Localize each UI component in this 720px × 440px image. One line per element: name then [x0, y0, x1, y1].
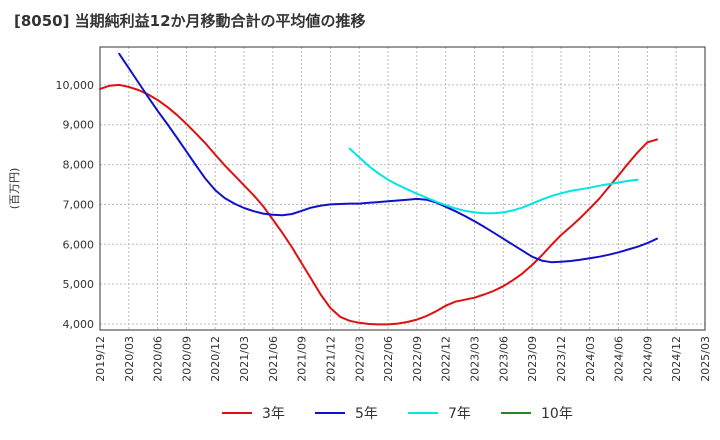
- x-tick-label: 2023/09: [526, 336, 539, 382]
- x-tick-label: 2024/12: [670, 336, 683, 382]
- y-tick-label: 10,000: [56, 79, 95, 92]
- x-tick-label: 2022/06: [382, 336, 395, 382]
- x-tick-label: 2023/03: [469, 336, 482, 382]
- x-tick-label: 2023/06: [497, 336, 510, 382]
- x-tick-label: 2022/03: [353, 336, 366, 382]
- x-tick-label: 2023/12: [555, 336, 568, 382]
- x-tick-label: 2022/09: [411, 336, 424, 382]
- plot-frame: [99, 46, 706, 331]
- x-tick-label: 2020/06: [152, 336, 165, 382]
- x-tick-label: 2024/03: [584, 336, 597, 382]
- x-tick-label: 2019/12: [94, 336, 107, 382]
- y-axis: 4,000 5,000 6,000 7,000 8,000 9,000 10,000: [56, 79, 95, 331]
- grid: [99, 47, 706, 330]
- y-tick-label: 5,000: [63, 278, 95, 291]
- x-tick-label: 2021/06: [267, 336, 280, 382]
- x-tick-label: 2020/09: [180, 336, 193, 382]
- y-tick-label: 7,000: [63, 198, 95, 211]
- x-tick-label: 2021/12: [324, 336, 337, 382]
- x-tick-label: 2020/12: [209, 336, 222, 382]
- series-lines: [99, 52, 658, 326]
- y-tick-label: 4,000: [63, 318, 95, 331]
- legend: 3年 5年 7年 10年: [222, 406, 573, 422]
- y-tick-label: 8,000: [63, 159, 95, 172]
- chart-title: [8050] 当期純利益12か月移動合計の平均値の推移: [14, 12, 366, 30]
- x-tick-label: 2021/03: [238, 336, 251, 382]
- legend-label: 5年: [355, 406, 378, 422]
- legend-label: 3年: [262, 406, 285, 422]
- x-tick-label: 2025/03: [699, 336, 712, 382]
- y-tick-label: 6,000: [63, 238, 95, 251]
- x-tick-label: 2024/09: [641, 336, 654, 382]
- series-line-0: [99, 83, 658, 326]
- y-tick-label: 9,000: [63, 119, 95, 132]
- y-axis-label: (百万円): [8, 168, 21, 210]
- series-line-2: [348, 147, 639, 215]
- legend-label: 10年: [541, 406, 573, 422]
- x-axis: 2019/12 2020/03 2020/06 2020/09 2020/12 2021/…: [94, 336, 712, 382]
- x-tick-label: 2020/03: [123, 336, 136, 382]
- legend-label: 7年: [448, 406, 471, 422]
- x-tick-label: 2022/12: [440, 336, 453, 382]
- x-tick-label: 2024/06: [613, 336, 626, 382]
- series-line-1: [118, 52, 658, 264]
- x-tick-label: 2021/09: [296, 336, 309, 382]
